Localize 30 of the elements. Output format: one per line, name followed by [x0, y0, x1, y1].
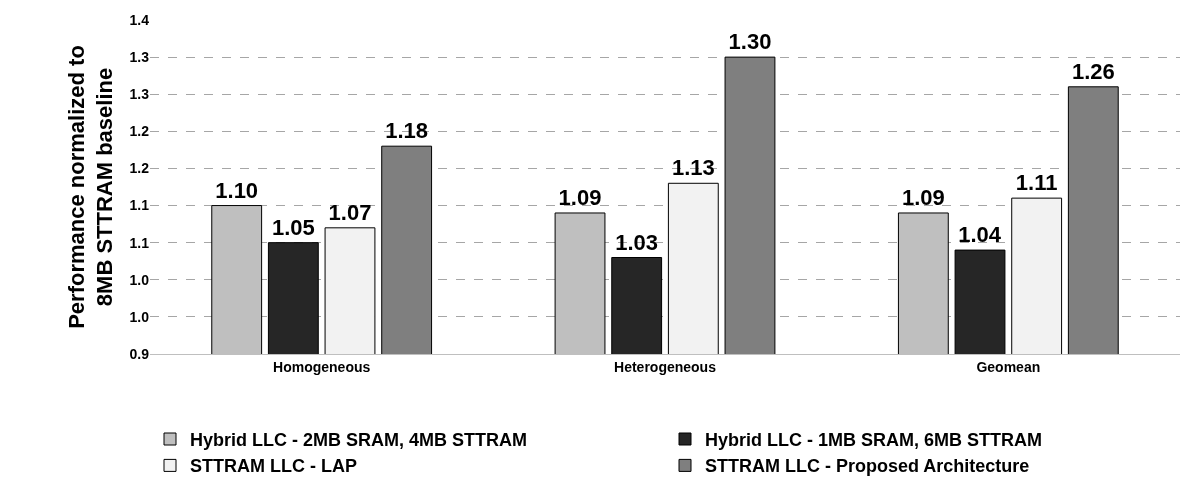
- data-label: 1.07: [328, 199, 372, 225]
- data-label: 1.11: [1015, 170, 1058, 196]
- legend-label: STTRAM LLC - LAP: [190, 456, 357, 477]
- data-label: 1.18: [385, 118, 429, 144]
- data-label: 1.09: [901, 184, 945, 210]
- y-tick-label: 1.0: [129, 271, 150, 288]
- x-tick-label: Geomean: [976, 358, 1041, 375]
- data-label: 1.26: [1071, 58, 1115, 84]
- legend-label: STTRAM LLC - Proposed Architecture: [705, 456, 1030, 477]
- data-label: 1.30: [728, 29, 772, 55]
- y-tick-label: 1.2: [129, 160, 150, 177]
- y-tick-label: 1.2: [129, 123, 150, 140]
- y-tick-label: 1.3: [129, 49, 150, 66]
- legend-label: Hybrid LLC - 2MB SRAM, 4MB STTRAM: [190, 430, 527, 451]
- y-tick-label: 1.0: [129, 308, 150, 325]
- y-tick-label: 1.1: [129, 197, 150, 214]
- data-label: 1.10: [215, 177, 259, 203]
- data-label: 1.09: [558, 184, 602, 210]
- y-tick-label: 1.3: [129, 86, 150, 103]
- y-axis-title: Performance normalized to 8MB STTRAM baseline: [63, 45, 118, 329]
- x-tick-label: Heterogeneous: [614, 358, 717, 375]
- data-label: 1.13: [671, 155, 715, 181]
- legend-label: Hybrid LLC - 1MB SRAM, 6MB STTRAM: [705, 430, 1042, 451]
- y-tick-label: 0.9: [129, 345, 150, 362]
- data-label: 1.04: [958, 222, 1002, 248]
- x-tick-label: Homogeneous: [273, 358, 371, 375]
- data-label: 1.03: [615, 229, 659, 255]
- y-tick-label: 1.4: [129, 11, 150, 28]
- y-tick-label: 1.1: [129, 234, 150, 251]
- data-label: 1.05: [271, 214, 315, 240]
